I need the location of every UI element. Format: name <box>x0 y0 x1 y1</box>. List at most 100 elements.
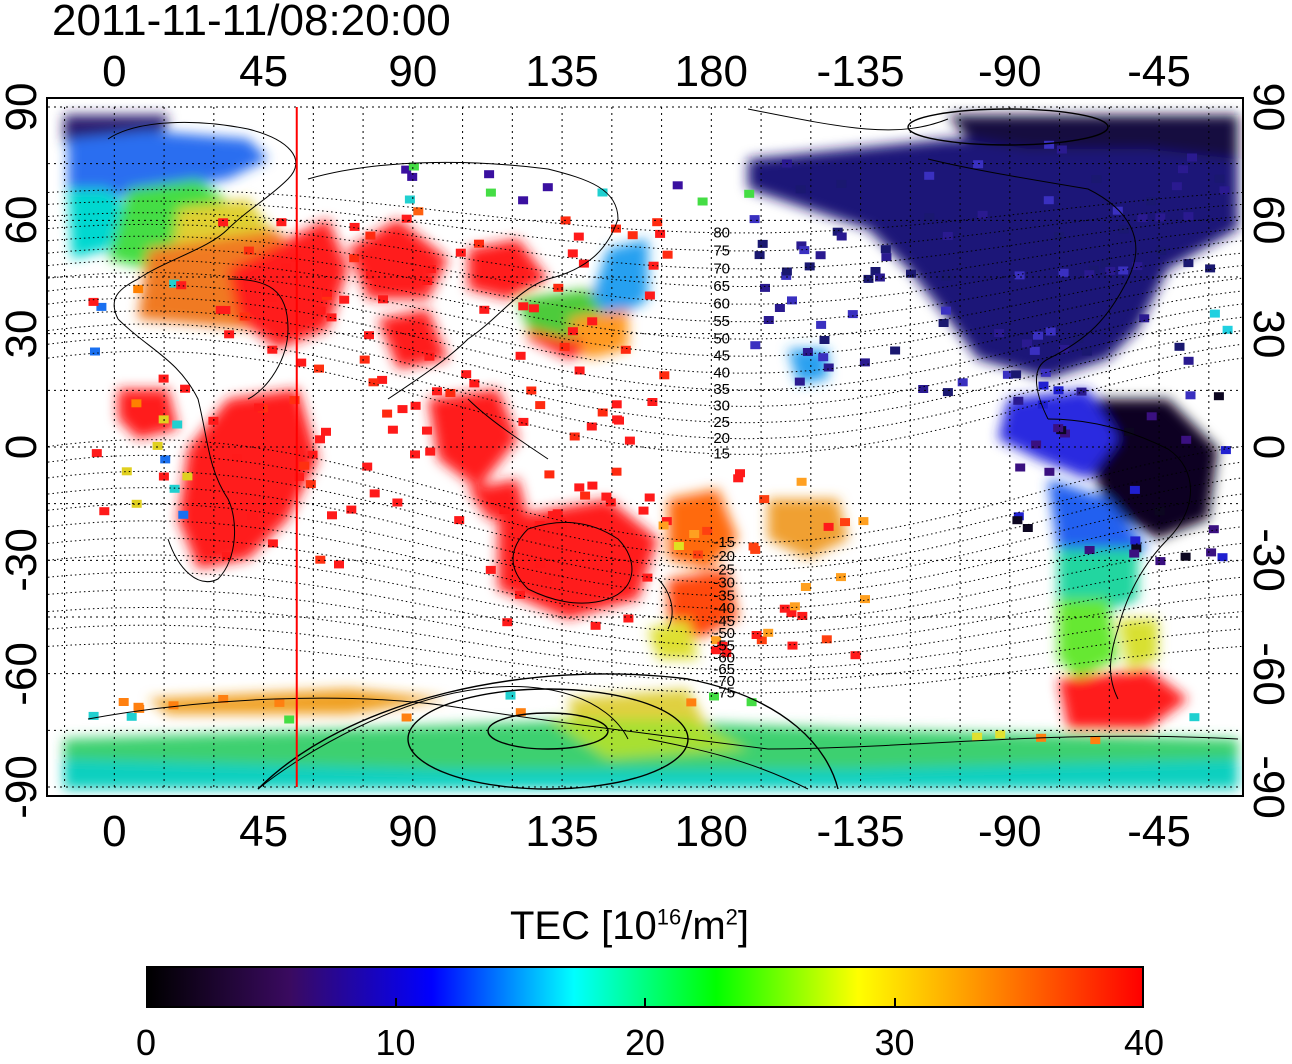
tec-pixel <box>387 425 398 434</box>
tec-pixel <box>1037 400 1048 409</box>
tec-pixel <box>534 521 545 529</box>
tec-pixel <box>305 480 316 489</box>
tec-pixel <box>126 712 137 721</box>
tec-pixel <box>858 517 869 526</box>
tec-pixel <box>569 432 580 441</box>
tec-pixel <box>378 295 388 304</box>
tec-pixel <box>746 698 757 707</box>
contour-label: 30 <box>713 398 730 415</box>
tec-pixel <box>281 263 291 272</box>
tec-pixel <box>1091 175 1102 184</box>
tec-pixel <box>158 472 169 481</box>
contour-label: -40 <box>713 600 735 617</box>
tec-pixel <box>623 614 634 623</box>
bottom-lon-tick: 0 <box>102 807 127 856</box>
tec-pixel <box>957 378 968 387</box>
tec-pixel <box>542 183 553 192</box>
tec-pixel <box>774 304 785 312</box>
tec-pixel <box>1174 342 1185 351</box>
tec-pixel <box>1132 262 1143 271</box>
tec-pixel <box>794 377 805 386</box>
mlat-contour <box>48 212 1242 270</box>
tec-pixel <box>821 635 832 644</box>
tec-pixel <box>597 188 608 197</box>
tec-pixel <box>611 224 621 233</box>
tec-pixel <box>1031 440 1042 449</box>
tec-pixel <box>474 239 484 248</box>
tec-pixel <box>1053 424 1064 433</box>
left-lat-tick: 90 <box>0 82 46 132</box>
tec-pixel <box>1129 549 1140 558</box>
tec-pixel <box>870 267 881 275</box>
tec-pixel <box>1146 412 1157 421</box>
contour-label: -15 <box>713 534 735 551</box>
tec-pixel <box>243 246 254 255</box>
contour-label: -35 <box>713 587 735 604</box>
tec-pixel <box>134 704 145 713</box>
tec-fields <box>64 115 1238 789</box>
tec-pixel <box>863 274 874 283</box>
tec-pixel <box>485 565 496 574</box>
tec-pixel <box>1185 391 1196 400</box>
tec-pixel <box>918 385 929 393</box>
tec-pixel <box>315 435 325 444</box>
tec-pixel <box>118 698 129 706</box>
tec-pixel <box>1059 344 1070 353</box>
tec-pixel <box>366 271 376 279</box>
tec-pixel <box>661 517 672 526</box>
tec-pixel <box>518 196 529 205</box>
colorbar-tick-mark <box>394 998 397 1008</box>
left-lat-tick: -60 <box>0 641 46 706</box>
tec-pixel <box>659 371 670 380</box>
mlat-contour <box>48 189 1242 234</box>
tec-pixel <box>578 259 589 268</box>
tec-pixel <box>555 518 566 526</box>
tec-pixel <box>763 316 774 324</box>
right-lat-tick: 60 <box>1244 195 1292 245</box>
tec-pixel <box>1178 165 1188 174</box>
tec-pixel <box>832 227 843 236</box>
colorbar-tick-label: 0 <box>135 1022 157 1063</box>
tec-pixel <box>994 329 1005 338</box>
tec-pixel <box>1183 212 1194 221</box>
mlat-contour <box>48 247 1242 323</box>
tec-pixel <box>611 467 622 476</box>
right-lat-tick: 90 <box>1244 82 1292 132</box>
tec-pixel <box>800 583 811 591</box>
tec-pixel <box>797 611 808 620</box>
tec-pixel <box>601 492 612 501</box>
tec-pixel <box>881 253 892 262</box>
top-lon-tick: 0 <box>102 47 127 96</box>
tec-pixel <box>850 651 861 660</box>
bottom-lon-tick: -45 <box>1127 807 1191 856</box>
tec-pixel <box>709 692 719 701</box>
tec-pixel <box>627 231 638 240</box>
tec-pixel <box>750 545 761 554</box>
tec-pixel <box>1205 264 1216 273</box>
tec-pixel <box>605 498 616 507</box>
right-lat-tick: 0 <box>1244 434 1292 460</box>
mlat-contour <box>48 520 1242 610</box>
tec-pixel <box>1033 331 1043 340</box>
tec-pixel <box>321 427 331 436</box>
tec-pixel <box>818 353 829 362</box>
tec-pixel <box>751 631 762 639</box>
tec-pixel <box>1171 182 1182 191</box>
tec-pixel <box>1073 334 1084 343</box>
tec-pixel <box>655 229 666 238</box>
contour-label: 50 <box>713 330 730 347</box>
top-lon-tick: -45 <box>1127 47 1191 96</box>
colorbar-title: TEC [1016/m2] <box>510 904 750 948</box>
tec-pixel <box>169 279 180 288</box>
tec-pixel <box>362 462 373 471</box>
mlat-contour <box>48 200 1242 252</box>
tec-pixel <box>178 510 189 519</box>
mlat-contour <box>48 284 1242 374</box>
colorbar-tick-mark <box>644 998 646 1008</box>
contour-label: -45 <box>713 613 735 630</box>
tec-pixel <box>567 249 578 258</box>
tec-pixel <box>638 506 649 515</box>
tec-pixel <box>1155 557 1166 566</box>
tec-pixel <box>133 285 144 294</box>
